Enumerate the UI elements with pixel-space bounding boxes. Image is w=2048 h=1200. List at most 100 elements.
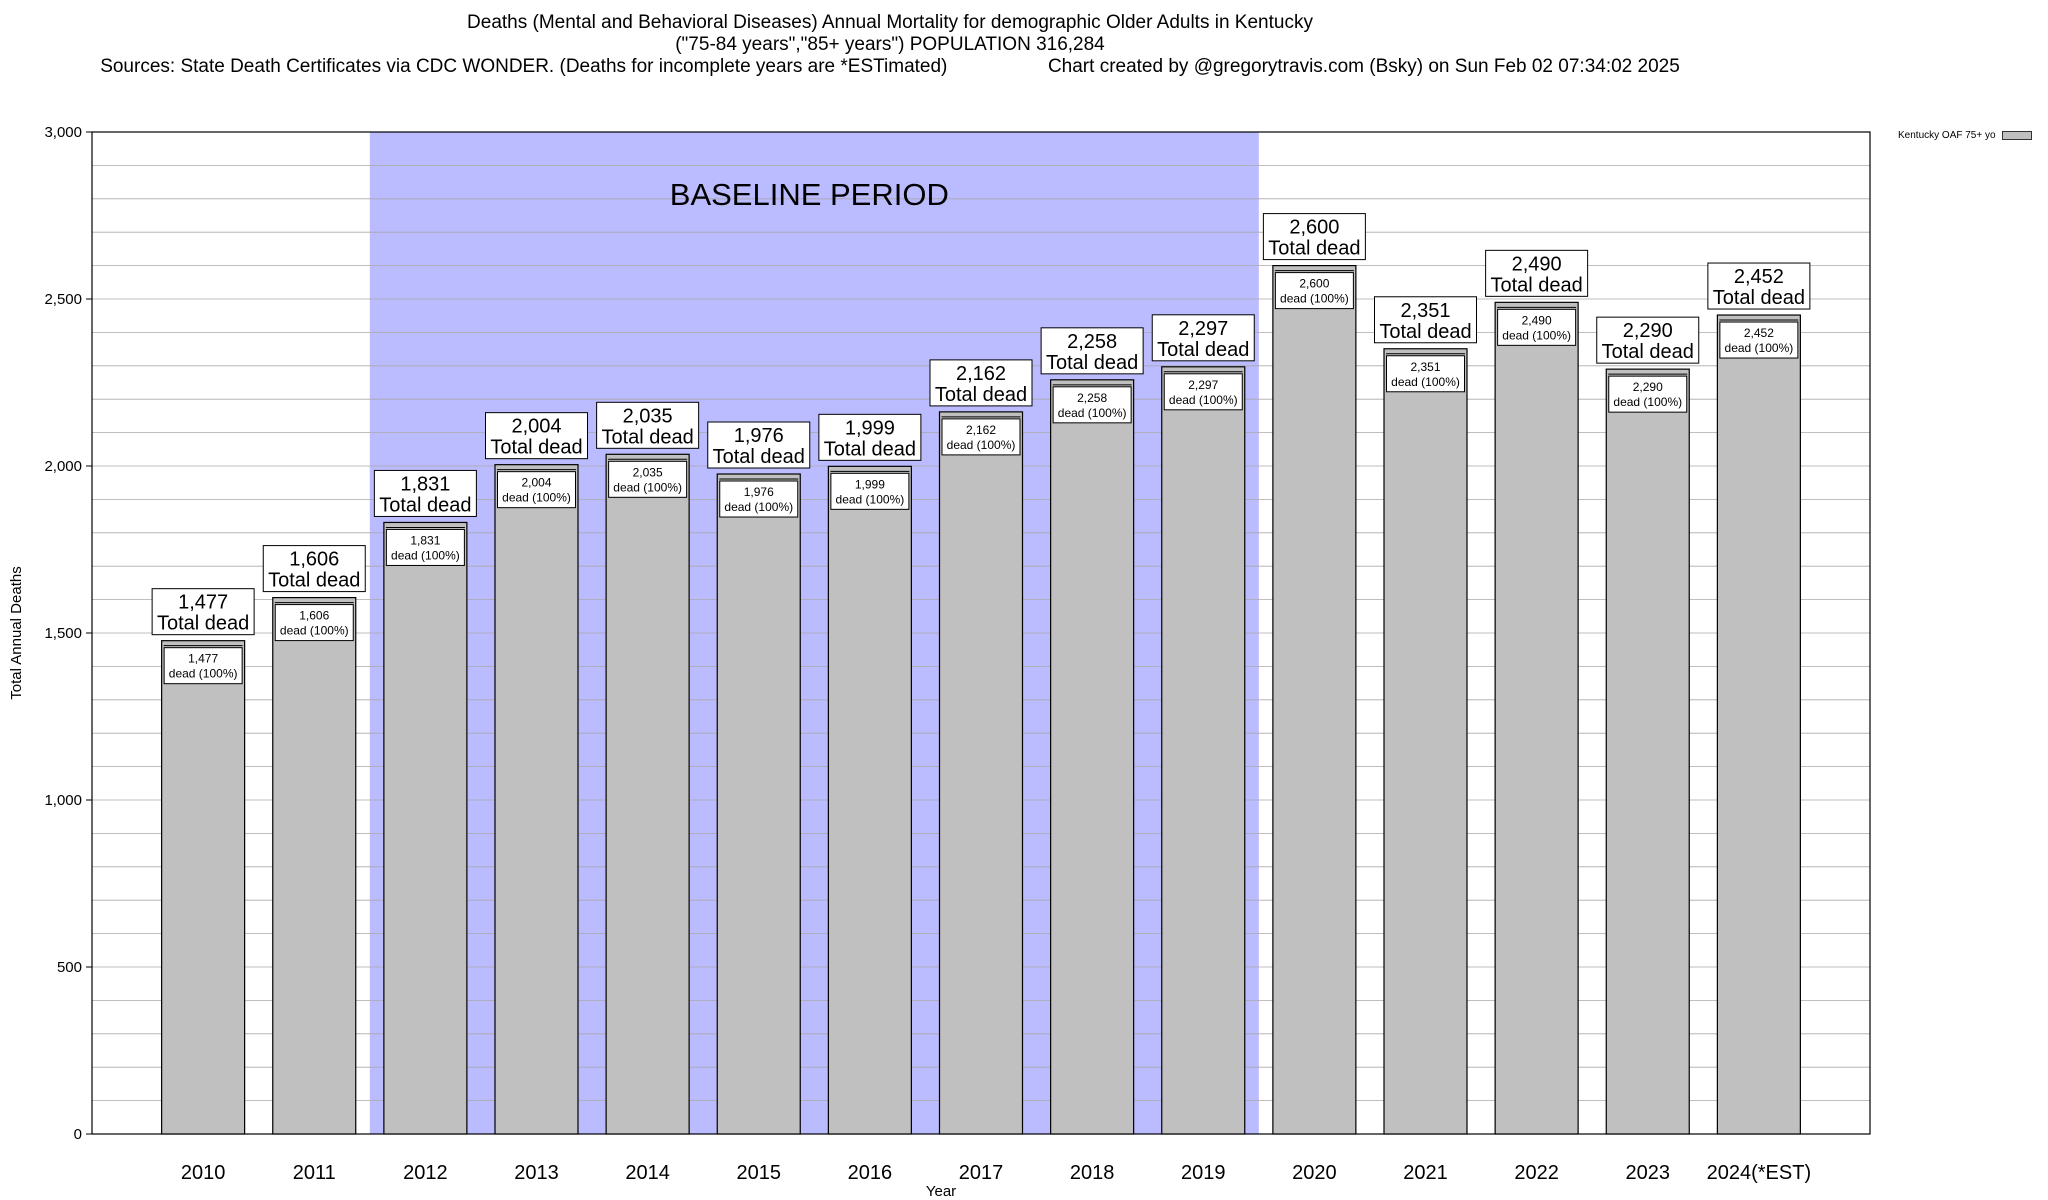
inner-dead-label: dead (100%) [1280,292,1349,306]
inner-dead-label: dead (100%) [391,548,460,562]
total-value-label: 2,452 [1734,266,1784,288]
total-label-box [151,588,255,636]
total-dead-label: Total dead [1713,287,1805,309]
total-label-box [1596,316,1700,364]
inner-dead-label: dead (100%) [169,667,238,681]
bar [1494,301,1579,1135]
inner-dead-label: dead (100%) [502,491,571,505]
total-label-box [1040,327,1144,375]
y-tick-label: 1,500 [44,625,82,642]
inner-label-box [1608,375,1688,413]
total-label-box [1485,249,1589,297]
total-dead-label: Total dead [1379,321,1471,343]
inner-label-box [719,480,799,518]
bar [1050,379,1135,1135]
total-dead-label: Total dead [824,438,916,460]
total-dead-label: Total dead [1157,339,1249,361]
y-tick-label: 1,000 [44,792,82,809]
total-dead-label: Total dead [157,613,249,635]
inner-value-label: 2,258 [1077,391,1107,405]
total-label-box [1707,262,1811,310]
y-axis-label: Total Annual Deaths [8,566,25,699]
total-dead-label: Total dead [1046,352,1138,374]
x-axis-label: Year [926,1183,956,1200]
bar [161,640,246,1135]
inner-value-label: 2,600 [1299,277,1329,291]
bar [383,521,468,1135]
chart-title: Deaths (Mental and Behavioral Diseases) … [467,12,1313,33]
x-tick-label: 2018 [1070,1162,1115,1184]
inner-dead-label: dead (100%) [1391,375,1460,389]
x-tick-label: 2011 [293,1162,336,1184]
x-tick-label: 2014 [625,1162,670,1184]
y-tick-label: 3,000 [44,124,82,141]
inner-dead-label: dead (100%) [280,624,349,638]
bar [1716,314,1801,1135]
inner-label-box [941,418,1021,456]
inner-value-label: 2,490 [1522,313,1552,327]
bar [1605,368,1690,1135]
inner-label-box [1052,386,1132,424]
total-value-label: 1,999 [845,417,895,439]
total-value-label: 2,490 [1512,253,1562,275]
y-tick-label: 0 [74,1126,82,1143]
bar [494,464,579,1135]
inner-value-label: 2,162 [966,423,996,437]
total-value-label: 1,831 [400,473,450,495]
inner-value-label: 1,477 [188,652,218,666]
inner-label-box [608,460,688,498]
x-tick-label: 2013 [514,1162,559,1184]
inner-dead-label: dead (100%) [947,438,1016,452]
inner-dead-label: dead (100%) [613,480,682,494]
inner-value-label: 2,004 [521,476,551,490]
total-dead-label: Total dead [379,494,471,516]
chart-sources-line: Sources: State Death Certificates via CD… [0,56,1780,78]
total-dead-label: Total dead [601,426,693,448]
total-label-box [262,545,366,593]
bar [1161,366,1246,1135]
inner-label-box [1719,321,1799,359]
bar [716,473,801,1135]
inner-label-box [1163,373,1243,411]
baseline-label: BASELINE PERIOD [670,177,949,212]
total-label-box [596,401,700,449]
inner-value-label: 1,831 [410,533,440,547]
total-dead-label: Total dead [490,437,582,459]
total-value-label: 1,976 [734,425,784,447]
x-tick-label: 2023 [1626,1162,1671,1184]
total-label-box [1151,314,1255,362]
total-dead-label: Total dead [1602,341,1694,363]
chart-credit: Chart created by @gregorytravis.com (Bsk… [1047,56,1680,77]
x-tick-label: 2015 [737,1162,782,1184]
total-label-box [818,413,922,461]
y-tick-label: 2,000 [44,458,82,475]
y-tick-label: 500 [57,959,82,976]
x-tick-label: 2019 [1181,1162,1226,1184]
inner-label-box [274,604,354,642]
x-tick-label: 2016 [848,1162,893,1184]
inner-value-label: 2,035 [633,465,663,479]
x-tick-label: 2020 [1292,1162,1337,1184]
y-tick-label: 2,500 [44,291,82,308]
legend: Kentucky OAF 75+ yo [1898,130,2032,141]
total-value-label: 2,004 [511,416,561,438]
inner-value-label: 2,290 [1633,380,1663,394]
x-tick-label: 2022 [1514,1162,1559,1184]
total-dead-label: Total dead [1268,238,1360,260]
bar [827,465,912,1135]
x-tick-label: 2010 [181,1162,226,1184]
total-value-label: 2,258 [1067,331,1117,353]
inner-label-box [1497,308,1577,346]
inner-value-label: 2,452 [1744,326,1774,340]
inner-dead-label: dead (100%) [724,500,793,514]
x-tick-label: 2012 [403,1162,448,1184]
inner-dead-label: dead (100%) [1169,393,1238,407]
total-dead-label: Total dead [713,446,805,468]
inner-value-label: 1,999 [855,477,885,491]
total-value-label: 2,162 [956,363,1006,385]
total-value-label: 2,290 [1623,320,1673,342]
total-dead-label: Total dead [935,384,1027,406]
inner-value-label: 1,976 [744,485,774,499]
inner-label-box [163,647,243,685]
